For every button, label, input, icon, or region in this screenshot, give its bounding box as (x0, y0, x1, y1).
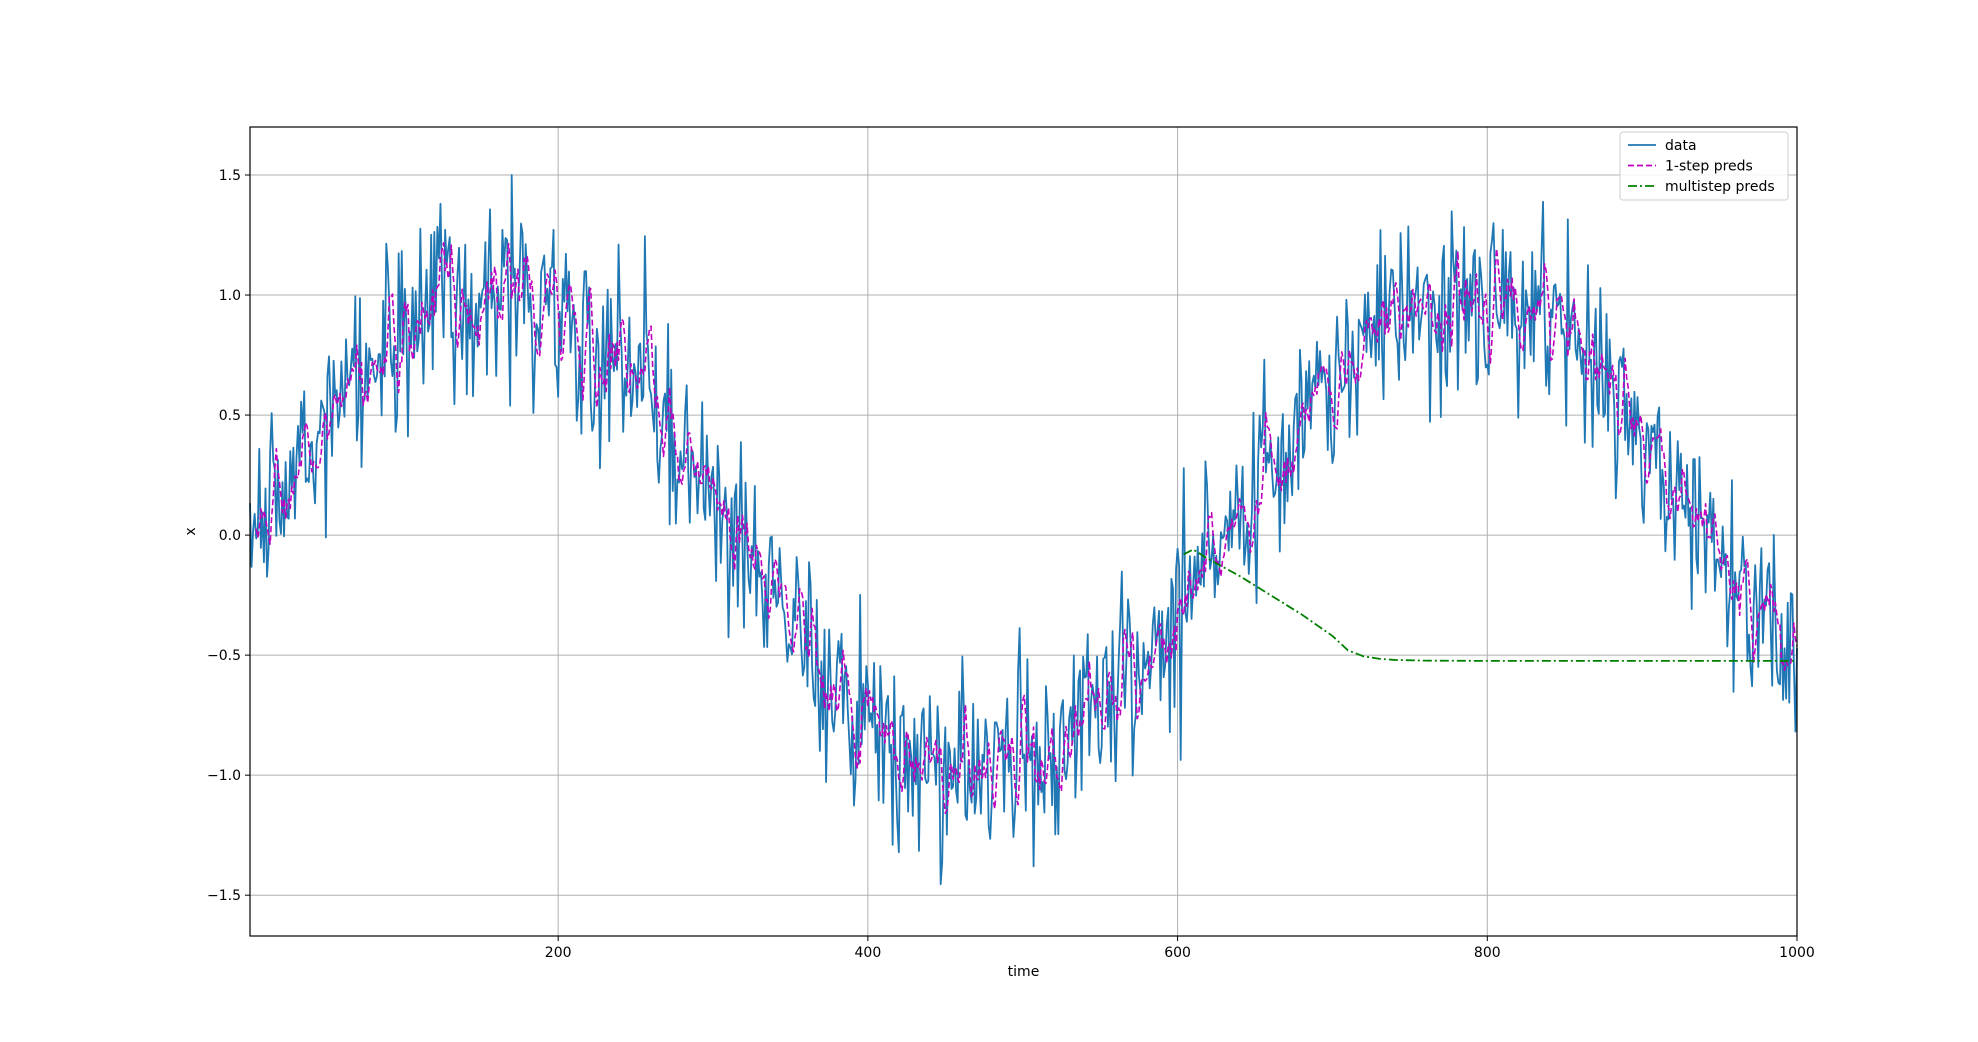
x-tick-label: 600 (1164, 945, 1191, 961)
legend-label: 1-step preds (1665, 159, 1753, 175)
series-line-one-step (255, 242, 1798, 815)
x-tick-label: 400 (855, 945, 882, 961)
legend: data 1-step preds multistep preds (1619, 131, 1789, 201)
series-line-data (249, 174, 1798, 886)
y-axis-label: x (183, 527, 199, 535)
x-axis-label: time (1008, 964, 1040, 980)
y-tick-label: −0.5 (207, 648, 241, 664)
legend-label: data (1665, 138, 1697, 154)
y-tick-label: 1.0 (219, 288, 241, 304)
y-tick-label: −1.0 (207, 768, 241, 784)
x-tick-label: 1000 (1779, 945, 1815, 961)
y-tick-label: 0.5 (219, 408, 241, 424)
plot-frame (249, 126, 1798, 937)
y-tick-label: 0.0 (219, 528, 241, 544)
series-line-multistep (1183, 548, 1797, 662)
legend-box (1619, 131, 1789, 201)
x-tick-label: 200 (545, 945, 572, 961)
grid (250, 127, 1798, 936)
axis-ticks: 200 400 600 800 1000 −1.5 −1.0 −0.5 0.0 0.5 1.0 1.5 (207, 168, 1815, 961)
series-layer (249, 174, 1798, 886)
legend-label: multistep preds (1665, 179, 1775, 195)
y-tick-label: −1.5 (207, 888, 241, 904)
y-tick-label: 1.5 (219, 168, 241, 184)
x-tick-label: 800 (1474, 945, 1501, 961)
